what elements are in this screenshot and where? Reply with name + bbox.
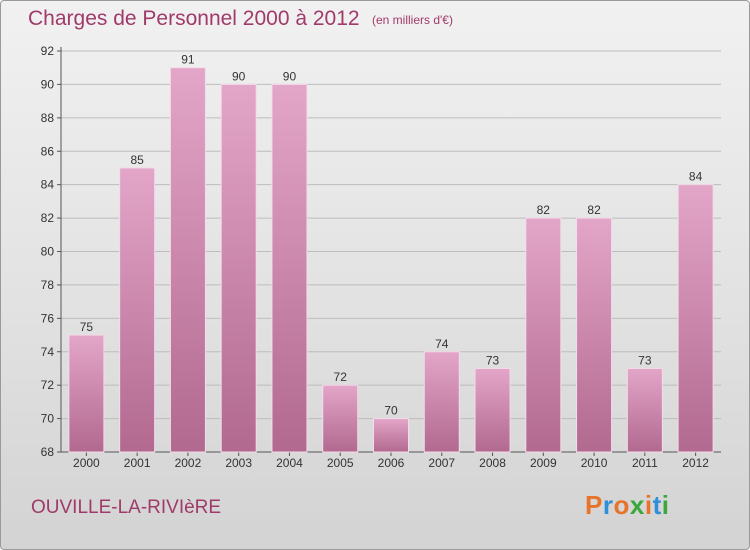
y-tick-label: 86 [41,144,55,158]
bar [271,83,308,453]
bar-value-label: 90 [283,69,297,83]
x-tick-label: 2009 [530,456,557,470]
y-tick-label: 68 [41,445,55,459]
y-tick-label: 90 [41,77,55,91]
bar [626,367,663,453]
x-tick-label: 2004 [276,456,303,470]
bar-value-label: 74 [435,337,449,351]
x-tick-label: 2011 [632,456,658,470]
bar [169,67,206,453]
bar-value-label: 85 [130,153,144,167]
x-tick-label: 2002 [175,456,202,470]
gridlines [61,50,721,420]
bar-chart: 68 70 72 74 76 78 80 82 84 86 88 90 92 75 2000 85 2001 91… [41,44,721,470]
x-tick-label: 2006 [378,456,405,470]
bar [423,351,460,453]
bars [68,67,714,453]
bar [525,217,562,453]
bar-value-label: 90 [232,69,246,83]
bar-value-label: 91 [181,53,195,67]
logo-letter: i [661,490,670,520]
x-tick-label: 2005 [327,456,354,470]
bar [119,167,156,453]
bar-value-label: 82 [537,203,551,217]
y-tick-label: 88 [41,111,55,125]
logo-letter: x [629,490,645,520]
y-tick-label: 84 [41,178,55,192]
bar-value-label: 70 [384,404,398,418]
labels: 68 70 72 74 76 78 80 82 84 86 88 90 92 75 2000 85 2001 91… [41,44,710,470]
bar [474,367,511,453]
y-tick-label: 70 [41,412,55,426]
logo-letter: r [602,490,614,520]
chart-subtitle: (en milliers d'€) [372,13,453,27]
logo-letter: t [652,490,662,520]
x-tick-label: 2012 [682,456,709,470]
x-tick-label: 2000 [73,456,100,470]
x-tick-label: 2003 [225,456,252,470]
bar [68,334,105,453]
x-tick-label: 2001 [124,456,151,470]
logo-letter: o [613,490,630,520]
y-tick-label: 74 [41,345,55,359]
x-tick-label: 2010 [581,456,608,470]
logo-letter: P [585,490,603,520]
bar-value-label: 84 [689,170,703,184]
bar-value-label: 82 [587,203,601,217]
commune-name: OUVILLE-LA-RIVIèRE [31,497,222,518]
y-tick-label: 76 [41,311,55,325]
y-tick-label: 72 [41,378,55,392]
y-tick-label: 82 [41,211,55,225]
bar [677,184,714,453]
x-tick-label: 2008 [479,456,506,470]
y-tick-label: 92 [41,44,55,58]
x-tick-label: 2007 [428,456,455,470]
bar [322,384,359,453]
proxiti-logo: Proxiti [585,490,669,521]
y-tick-label: 78 [41,278,55,292]
bar [220,83,257,453]
y-tick-label: 80 [41,245,55,259]
bar [373,418,409,453]
bar [576,217,613,453]
bar-value-label: 72 [334,370,348,384]
logo-letter: i [644,490,653,520]
bar-value-label: 73 [638,353,652,367]
bar-value-label: 75 [80,320,94,334]
bar-value-label: 73 [486,353,500,367]
chart-title: Charges de Personnel 2000 à 2012 [28,7,360,30]
